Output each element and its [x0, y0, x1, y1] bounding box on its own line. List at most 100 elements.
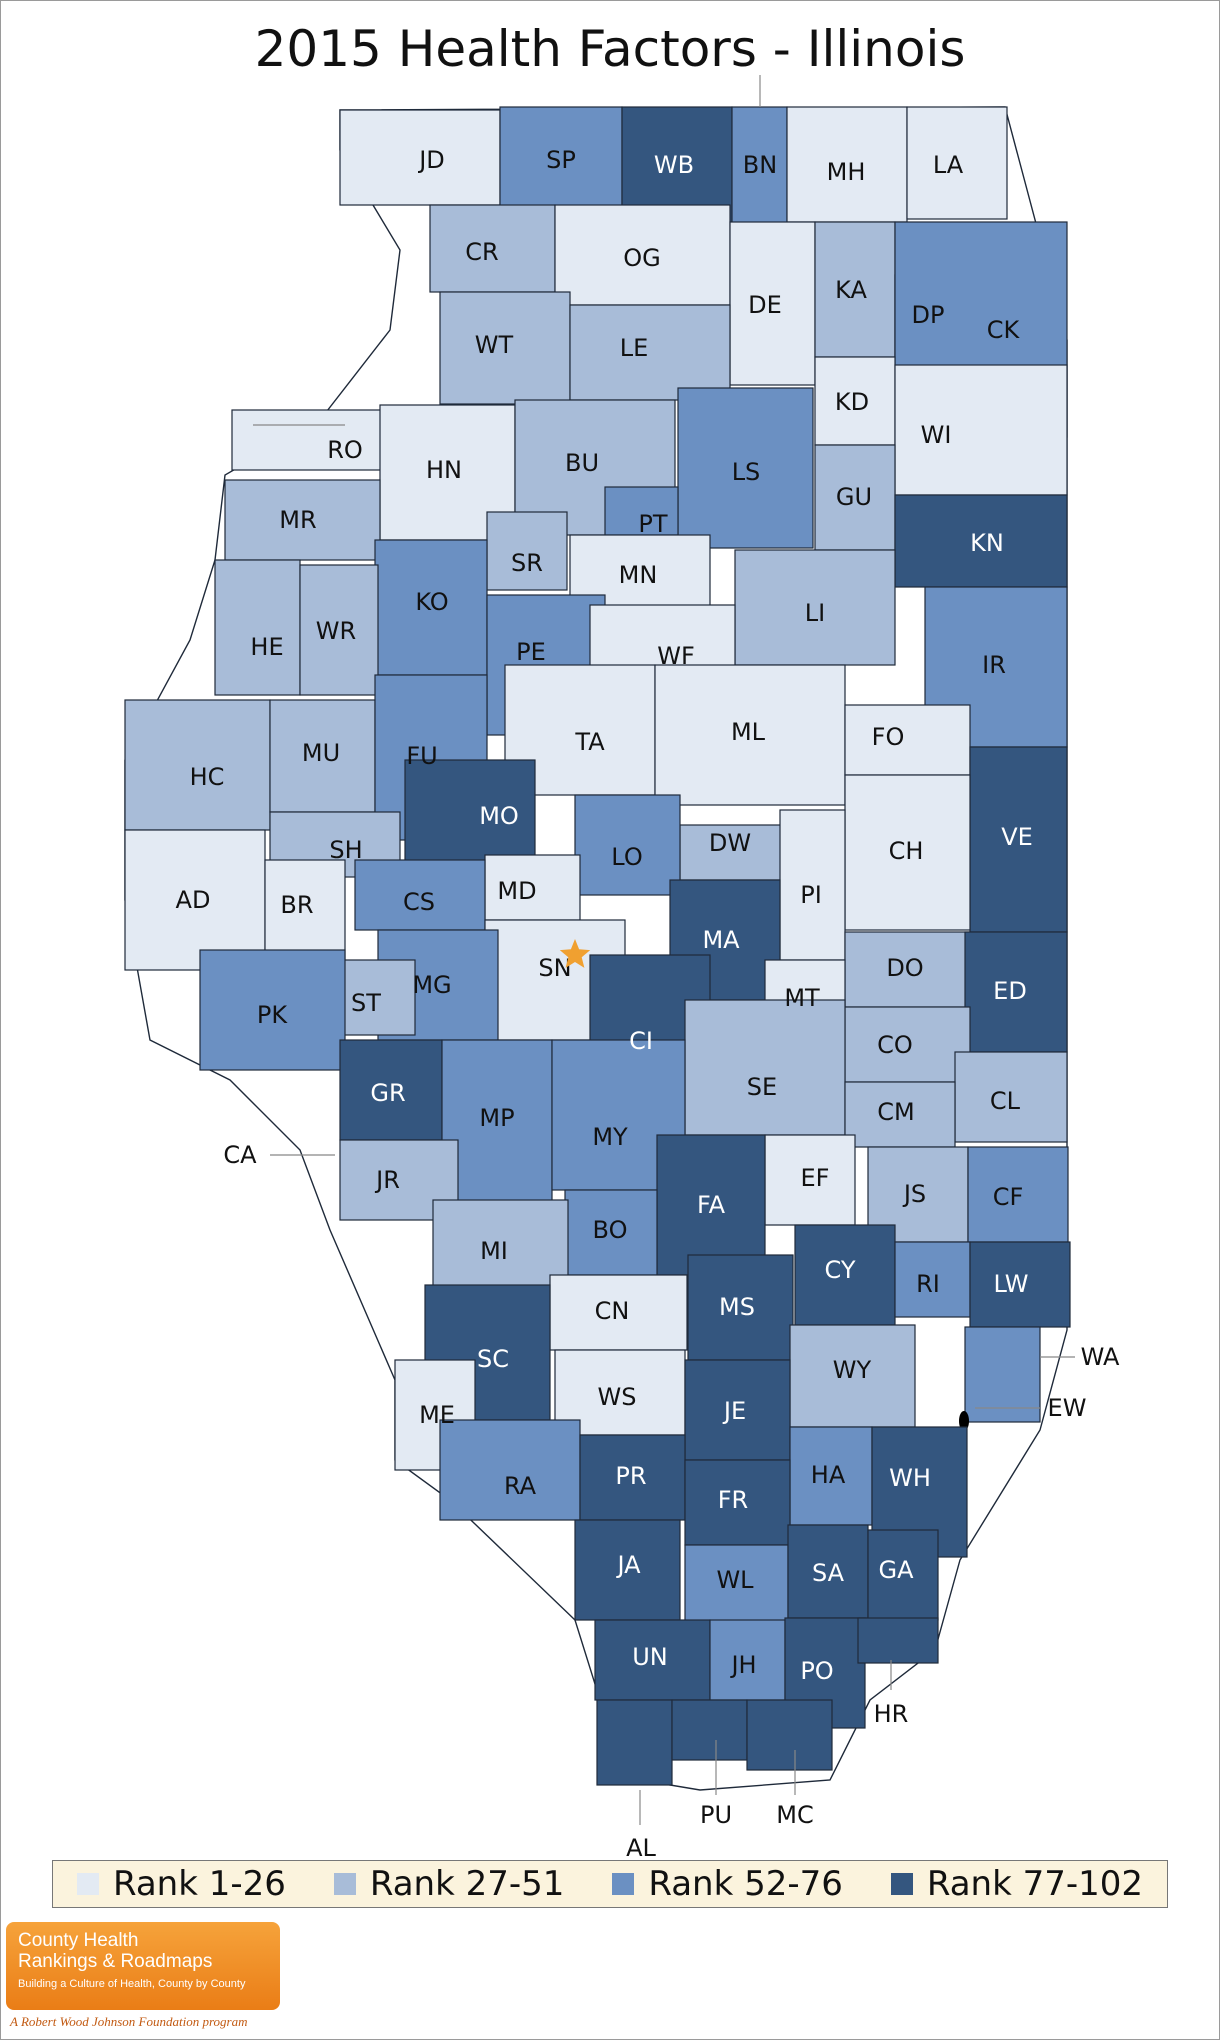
county-cm[interactable]: [844, 1081, 956, 1148]
county-pr[interactable]: [579, 1434, 686, 1521]
county-cl[interactable]: [954, 1051, 1068, 1143]
county-cr[interactable]: [429, 204, 556, 293]
county-ed[interactable]: [964, 931, 1068, 1053]
county-label-wa: WA: [1081, 1343, 1120, 1371]
county-label-pi: PI: [800, 881, 822, 909]
county-label-sh: SH: [329, 836, 362, 864]
county-gu[interactable]: [814, 444, 896, 551]
county-label-pk: PK: [257, 1001, 288, 1029]
county-cs[interactable]: [354, 859, 486, 931]
county-label-ve: VE: [1001, 823, 1033, 851]
county-label-pe: PE: [516, 638, 546, 666]
legend-swatch-2: [333, 1873, 356, 1895]
county-label-dp: DP: [912, 301, 945, 329]
county-label-ro: RO: [327, 436, 363, 464]
county-label-wh: WH: [889, 1464, 931, 1492]
county-label-ma: MA: [702, 926, 740, 954]
county-label-la: LA: [933, 151, 964, 179]
county-je[interactable]: [684, 1359, 791, 1461]
county-label-he: HE: [250, 633, 283, 661]
county-fa[interactable]: [656, 1134, 766, 1276]
county-mu[interactable]: [269, 699, 376, 813]
county-br[interactable]: [264, 859, 346, 961]
county-li[interactable]: [734, 549, 896, 666]
county-cy[interactable]: [794, 1224, 896, 1326]
county-label-cy: CY: [825, 1256, 856, 1284]
county-health-rankings-logo: County Health Rankings & Roadmaps Buildi…: [6, 1922, 280, 2010]
county-mi[interactable]: [432, 1199, 569, 1301]
county-fo[interactable]: [844, 704, 971, 776]
county-ls[interactable]: [677, 387, 814, 549]
county-se[interactable]: [684, 999, 846, 1136]
county-st[interactable]: [334, 959, 416, 1036]
county-al[interactable]: [596, 1699, 673, 1786]
county-de[interactable]: [729, 221, 816, 386]
county-label-un: UN: [632, 1643, 668, 1671]
county-label-ko: KO: [415, 588, 448, 616]
county-wy[interactable]: [789, 1324, 916, 1428]
county-ml[interactable]: [654, 664, 846, 806]
county-ra[interactable]: [439, 1419, 581, 1521]
county-label-mi: MI: [480, 1237, 508, 1265]
county-mc[interactable]: [746, 1699, 833, 1771]
county-og[interactable]: [554, 204, 731, 306]
county-ko[interactable]: [374, 539, 488, 676]
county-ms[interactable]: [687, 1254, 794, 1361]
county-label-ri: RI: [916, 1270, 940, 1298]
county-gr[interactable]: [339, 1039, 443, 1141]
county-mp[interactable]: [441, 1039, 553, 1231]
county-hc[interactable]: [124, 699, 271, 831]
county-label-po: PO: [800, 1657, 833, 1685]
county-label-jr: JR: [374, 1166, 400, 1194]
county-cf[interactable]: [967, 1146, 1069, 1243]
county-hr[interactable]: [857, 1617, 939, 1664]
county-wi[interactable]: [894, 364, 1068, 496]
county-co[interactable]: [844, 1006, 971, 1083]
county-cn[interactable]: [549, 1274, 688, 1351]
legend-label-1: Rank 1-26: [112, 1864, 286, 1904]
county-label-sp: SP: [546, 146, 576, 174]
county-lo[interactable]: [574, 794, 681, 896]
county-la[interactable]: [906, 106, 1008, 220]
map-title: 2015 Health Factors - Illinois: [254, 20, 966, 78]
county-label-fa: FA: [697, 1191, 726, 1219]
county-un[interactable]: [594, 1619, 711, 1701]
county-ew[interactable]: [959, 1411, 969, 1431]
county-pu[interactable]: [671, 1699, 748, 1761]
county-label-sa: SA: [812, 1559, 845, 1587]
county-fr[interactable]: [684, 1459, 791, 1546]
county-wa[interactable]: [964, 1326, 1041, 1423]
county-ro[interactable]: [231, 409, 383, 471]
county-label-mt: MT: [784, 984, 820, 1012]
county-le[interactable]: [569, 304, 731, 401]
county-bn[interactable]: [731, 106, 788, 224]
county-label-ka: KA: [835, 276, 867, 304]
county-jd[interactable]: [339, 109, 501, 206]
county-wt[interactable]: [439, 291, 571, 405]
county-label-sn: SN: [538, 954, 571, 982]
county-pk[interactable]: [199, 949, 346, 1071]
county-wr[interactable]: [299, 564, 379, 696]
county-label-sr: SR: [511, 549, 543, 577]
county-mr[interactable]: [224, 479, 381, 561]
county-label-mr: MR: [279, 506, 316, 534]
legend-swatch-3: [612, 1873, 635, 1895]
county-ga[interactable]: [867, 1529, 939, 1621]
county-lw[interactable]: [969, 1241, 1071, 1328]
county-do[interactable]: [844, 931, 971, 1008]
county-label-ta: TA: [574, 728, 605, 756]
county-he[interactable]: [214, 559, 301, 696]
legend-label-3: Rank 52-76: [648, 1864, 843, 1904]
county-ja[interactable]: [574, 1519, 681, 1621]
county-label-fr: FR: [718, 1486, 748, 1514]
county-kn[interactable]: [894, 494, 1068, 588]
county-ha[interactable]: [789, 1426, 873, 1526]
county-label-jh: JH: [729, 1651, 756, 1679]
county-ad[interactable]: [124, 829, 266, 971]
county-label-hn: HN: [426, 456, 462, 484]
county-ka[interactable]: [814, 221, 896, 358]
legend: Rank 1-26 Rank 27-51 Rank 52-76 Rank 77-102: [52, 1860, 1168, 1908]
county-label-lw: LW: [994, 1270, 1029, 1298]
county-label-li: LI: [805, 599, 825, 627]
